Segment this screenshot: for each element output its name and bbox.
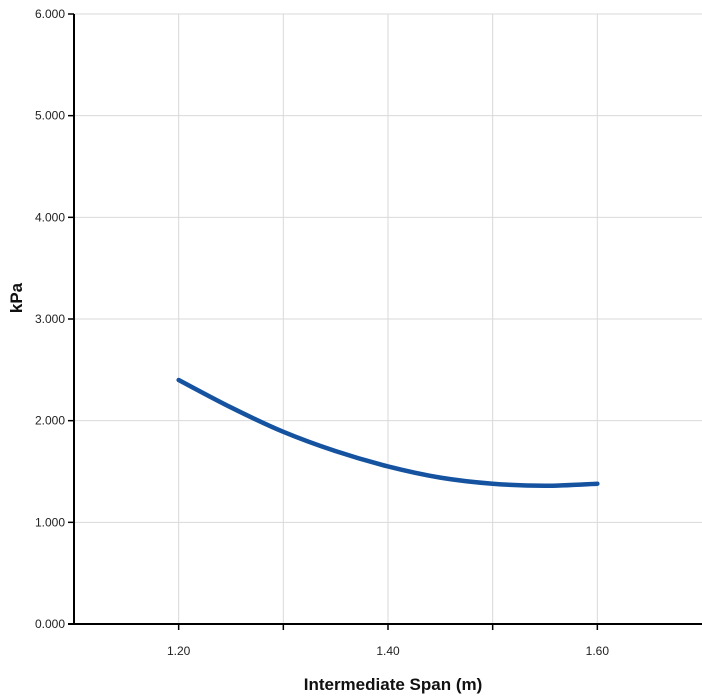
y-tick-label: 6.000 xyxy=(35,7,65,21)
x-tick-labels: 1.20 1.40 1.60 xyxy=(167,644,609,658)
y-tick-label: 5.000 xyxy=(35,109,65,123)
grid-lines xyxy=(74,13,702,624)
y-tick-labels: 0.000 1.000 2.000 3.000 4.000 5.000 6.000 xyxy=(35,7,65,631)
y-tick-label: 1.000 xyxy=(35,515,65,529)
y-tick-label: 3.000 xyxy=(35,312,65,326)
x-tick-label: 1.60 xyxy=(586,644,610,658)
x-tick-label: 1.40 xyxy=(376,644,400,658)
y-axis-title: kPa xyxy=(7,282,26,313)
series-layer xyxy=(176,377,600,488)
series-line xyxy=(176,377,600,488)
y-tick-label: 2.000 xyxy=(35,414,65,428)
x-tick-label: 1.20 xyxy=(167,644,191,658)
x-axis-title: Intermediate Span (m) xyxy=(304,675,483,694)
y-tick-label: 0.000 xyxy=(35,617,65,631)
y-tick-label: 4.000 xyxy=(35,210,65,224)
axes xyxy=(68,13,702,630)
